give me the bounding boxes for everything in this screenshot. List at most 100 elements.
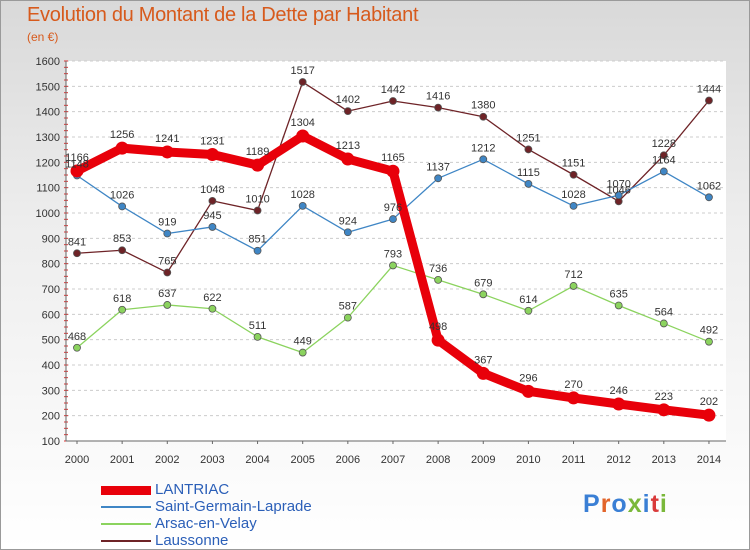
- logo-letter: i: [659, 490, 668, 518]
- x-tick-label: 2008: [426, 454, 450, 466]
- data-label: 296: [519, 372, 537, 384]
- data-label: 1026: [110, 189, 134, 201]
- data-label: 1151: [562, 158, 586, 170]
- data-point: [479, 155, 488, 164]
- legend-swatch: [101, 506, 151, 508]
- logo-letter: r: [600, 490, 612, 518]
- data-point: [479, 112, 488, 121]
- data-point: [251, 158, 265, 172]
- data-point: [476, 366, 490, 380]
- data-point: [115, 141, 129, 155]
- y-tick-label: 600: [42, 309, 60, 321]
- data-label: 679: [474, 277, 492, 289]
- data-point: [659, 319, 668, 328]
- legend-swatch: [101, 486, 151, 495]
- proxiti-logo: Proxiti: [583, 490, 668, 519]
- x-tick-label: 2009: [471, 454, 495, 466]
- data-point: [614, 191, 623, 200]
- data-point: [341, 152, 355, 166]
- legend-item: Arsac-en-Velay: [101, 516, 401, 532]
- data-point: [163, 229, 172, 238]
- x-tick-label: 2013: [652, 454, 676, 466]
- data-label: 1166: [65, 152, 89, 164]
- data-point: [705, 96, 713, 105]
- y-tick-label: 800: [42, 259, 60, 271]
- data-point: [70, 164, 84, 178]
- data-point: [389, 215, 397, 223]
- data-label: 1213: [336, 140, 360, 152]
- data-point: [434, 174, 443, 183]
- data-point: [163, 301, 172, 309]
- data-point: [253, 246, 262, 255]
- data-label: 841: [68, 236, 86, 248]
- x-tick-label: 2005: [290, 454, 314, 466]
- data-label: 1517: [290, 65, 314, 77]
- data-point: [702, 408, 716, 422]
- x-tick-label: 2006: [336, 454, 360, 466]
- y-tick-label: 200: [42, 411, 60, 423]
- data-point: [389, 261, 397, 270]
- data-label: 1442: [381, 84, 405, 96]
- data-point: [431, 333, 445, 347]
- data-point: [208, 304, 217, 313]
- data-point: [569, 170, 578, 179]
- data-point: [343, 228, 352, 237]
- data-label: 1048: [200, 184, 224, 196]
- logo-letter: P: [583, 490, 601, 518]
- series-lantriac: [70, 129, 716, 422]
- chart-title: Evolution du Montant de la Dette par Hab…: [27, 4, 419, 26]
- data-label: 1241: [155, 133, 179, 145]
- series-saint-germain-laprade: [73, 155, 713, 255]
- data-label: 564: [655, 306, 673, 318]
- y-tick-label: 100: [42, 436, 60, 448]
- data-label: 919: [158, 217, 176, 229]
- data-point: [296, 129, 310, 143]
- data-point: [479, 290, 488, 299]
- data-point: [298, 78, 307, 86]
- data-label: 202: [700, 396, 718, 408]
- data-label: 367: [474, 354, 492, 366]
- data-point: [569, 202, 578, 210]
- data-point: [73, 249, 81, 258]
- data-point: [208, 223, 217, 231]
- data-label: 976: [384, 202, 402, 214]
- legend-label: Saint-Germain-Laprade: [155, 498, 312, 515]
- series-arsac-en-velay: [73, 261, 713, 357]
- data-label: 270: [564, 379, 582, 391]
- x-tick-label: 2010: [516, 454, 540, 466]
- data-label: 1231: [200, 135, 224, 147]
- x-tick-label: 2003: [200, 454, 224, 466]
- data-label: 1304: [290, 117, 314, 129]
- data-label: 1115: [517, 167, 540, 179]
- data-point: [253, 332, 262, 341]
- data-label: 1062: [697, 180, 721, 192]
- data-label: 1028: [561, 189, 585, 201]
- data-label: 449: [294, 336, 312, 348]
- x-tick-label: 2014: [697, 454, 721, 466]
- x-tick-label: 2002: [155, 454, 179, 466]
- data-point: [343, 107, 352, 116]
- data-point: [118, 202, 127, 211]
- data-point: [657, 403, 671, 417]
- legend-label: LANTRIAC: [155, 481, 230, 498]
- data-point: [298, 202, 307, 210]
- data-label: 492: [700, 325, 718, 337]
- data-point: [205, 147, 219, 161]
- data-point: [434, 275, 443, 284]
- data-label: 765: [158, 256, 176, 268]
- data-point: [521, 384, 535, 398]
- data-label: 793: [384, 248, 402, 260]
- data-point: [569, 282, 578, 290]
- data-point: [612, 397, 626, 411]
- chart-subtitle: (en €): [27, 30, 59, 44]
- y-tick-label: 300: [42, 385, 60, 397]
- y-tick-label: 400: [42, 360, 60, 372]
- legend-item: LANTRIAC: [101, 482, 401, 498]
- data-point: [253, 206, 262, 215]
- y-tick-label: 1400: [36, 107, 60, 119]
- logo-letter: x: [627, 490, 643, 518]
- data-label: 853: [113, 233, 131, 245]
- data-label: 511: [249, 320, 267, 332]
- data-label: 1164: [652, 154, 676, 166]
